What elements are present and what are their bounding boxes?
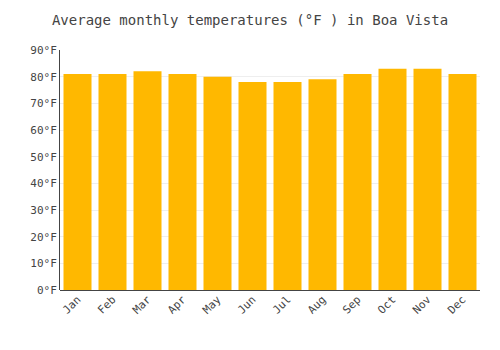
svg-text:Average monthly temperatures (: Average monthly temperatures (°F ) in Bo… [52, 12, 448, 28]
svg-text:0°F: 0°F [37, 284, 57, 297]
svg-text:Oct: Oct [375, 293, 398, 316]
svg-text:May: May [200, 293, 224, 317]
svg-text:60°F: 60°F [30, 124, 57, 137]
svg-text:Apr: Apr [165, 293, 189, 317]
svg-text:Jun: Jun [235, 293, 258, 316]
svg-text:50°F: 50°F [30, 151, 57, 164]
svg-text:40°F: 40°F [30, 177, 57, 190]
svg-text:80°F: 80°F [30, 71, 57, 84]
svg-text:90°F: 90°F [30, 44, 57, 57]
svg-text:Aug: Aug [305, 293, 328, 316]
svg-text:70°F: 70°F [30, 97, 57, 110]
svg-text:Dec: Dec [445, 293, 468, 316]
svg-text:Feb: Feb [95, 293, 118, 316]
svg-text:20°F: 20°F [30, 231, 57, 244]
svg-text:Jul: Jul [270, 293, 293, 316]
svg-text:Jan: Jan [60, 293, 83, 316]
svg-text:10°F: 10°F [30, 257, 57, 270]
svg-text:30°F: 30°F [30, 204, 57, 217]
svg-text:Sep: Sep [340, 293, 363, 316]
svg-text:Mar: Mar [130, 293, 154, 317]
svg-text:Nov: Nov [410, 293, 434, 317]
